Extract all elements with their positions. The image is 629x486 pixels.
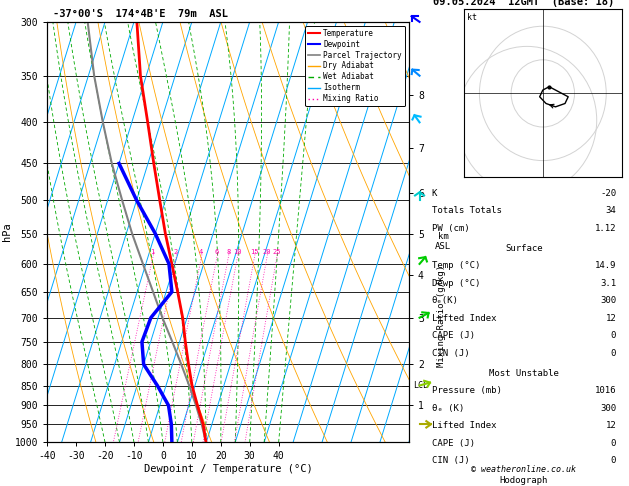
Text: 300: 300 <box>600 296 616 305</box>
Text: CAPE (J): CAPE (J) <box>431 331 475 340</box>
Text: Mixing Ratio (g/kg): Mixing Ratio (g/kg) <box>437 265 446 367</box>
Text: 0: 0 <box>611 331 616 340</box>
Text: Lifted Index: Lifted Index <box>431 314 496 323</box>
Text: 8: 8 <box>226 249 230 255</box>
Text: 6: 6 <box>214 249 219 255</box>
Y-axis label: km
ASL: km ASL <box>435 232 451 251</box>
Text: -20: -20 <box>600 189 616 198</box>
Text: CIN (J): CIN (J) <box>431 349 469 358</box>
Text: 15: 15 <box>250 249 259 255</box>
Text: 25: 25 <box>272 249 281 255</box>
Text: -37°00'S  174°4B'E  79m  ASL: -37°00'S 174°4B'E 79m ASL <box>53 9 228 19</box>
Text: Dewp (°C): Dewp (°C) <box>431 279 480 288</box>
Text: CIN (J): CIN (J) <box>431 456 469 465</box>
Text: 34: 34 <box>606 207 616 215</box>
Y-axis label: hPa: hPa <box>2 223 12 242</box>
Text: Hodograph: Hodograph <box>500 476 548 485</box>
Text: © weatheronline.co.uk: © weatheronline.co.uk <box>472 465 576 474</box>
Text: 0: 0 <box>611 349 616 358</box>
Text: 12: 12 <box>606 421 616 430</box>
Text: 3.1: 3.1 <box>600 279 616 288</box>
Text: Pressure (mb): Pressure (mb) <box>431 386 501 395</box>
Text: θₑ (K): θₑ (K) <box>431 404 464 413</box>
Text: Temp (°C): Temp (°C) <box>431 261 480 270</box>
Text: 20: 20 <box>262 249 271 255</box>
Text: LCL: LCL <box>413 381 428 390</box>
Text: 0: 0 <box>611 456 616 465</box>
Text: θₑ(K): θₑ(K) <box>431 296 459 305</box>
Text: 1.12: 1.12 <box>594 224 616 233</box>
Text: 14.9: 14.9 <box>594 261 616 270</box>
Text: 300: 300 <box>600 404 616 413</box>
Text: 1: 1 <box>150 249 155 255</box>
Text: 09.05.2024  12GMT  (Base: 18): 09.05.2024 12GMT (Base: 18) <box>433 0 615 7</box>
Text: Lifted Index: Lifted Index <box>431 421 496 430</box>
Text: K: K <box>431 189 437 198</box>
Text: Surface: Surface <box>505 244 543 253</box>
Text: 0: 0 <box>611 439 616 448</box>
Legend: Temperature, Dewpoint, Parcel Trajectory, Dry Adiabat, Wet Adiabat, Isotherm, Mi: Temperature, Dewpoint, Parcel Trajectory… <box>305 26 405 106</box>
Text: 12: 12 <box>606 314 616 323</box>
Text: 10: 10 <box>233 249 242 255</box>
Text: CAPE (J): CAPE (J) <box>431 439 475 448</box>
Text: 4: 4 <box>199 249 203 255</box>
Text: Most Unstable: Most Unstable <box>489 369 559 378</box>
Text: 1016: 1016 <box>594 386 616 395</box>
Text: Totals Totals: Totals Totals <box>431 207 501 215</box>
Text: 2: 2 <box>174 249 178 255</box>
X-axis label: Dewpoint / Temperature (°C): Dewpoint / Temperature (°C) <box>143 464 313 474</box>
Text: kt: kt <box>467 13 477 21</box>
Text: PW (cm): PW (cm) <box>431 224 469 233</box>
